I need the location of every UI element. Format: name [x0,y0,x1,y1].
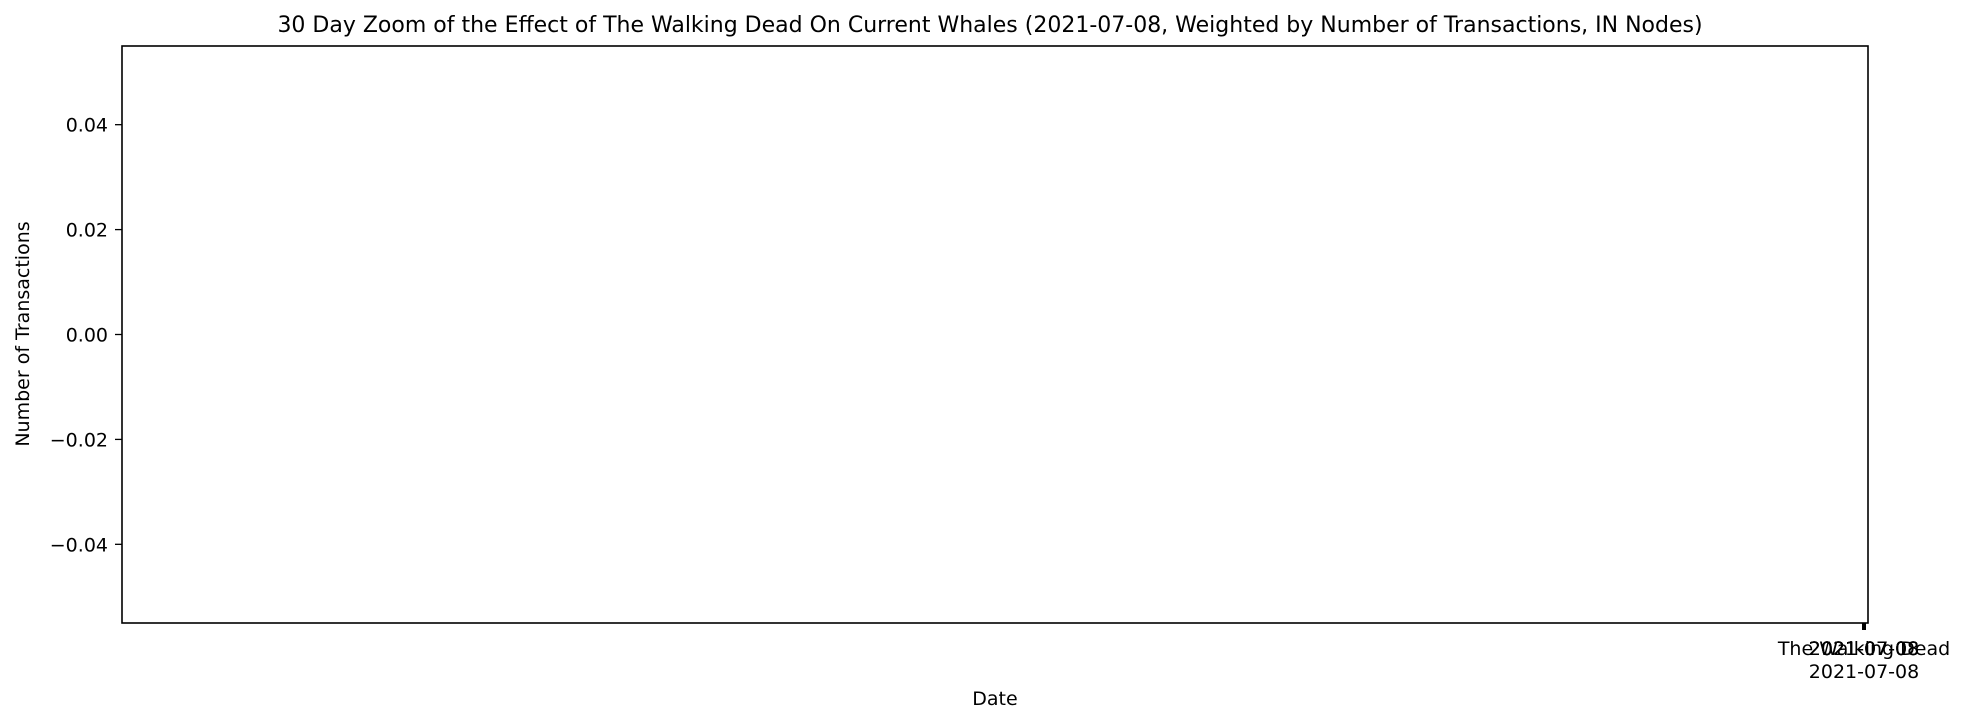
x-tick-label: 2021-07-08 [1809,638,1919,660]
x-tick-label: 2021-07-08 [1809,638,1919,660]
x-tick-label: The Walking Dead [1777,638,1950,660]
y-tick-label: −0.02 [50,429,108,451]
y-axis: 0.04 0.02 0.00 −0.02 −0.04 [50,115,122,556]
y-tick-label: 0.04 [66,115,108,137]
y-axis-label: Number of Transactions [12,221,34,446]
y-tick-label: −0.04 [50,534,108,556]
y-tick-label: 0.00 [66,325,108,347]
x-tick-label-date: 2021-07-08 [1809,661,1919,683]
y-tick-label: 0.02 [66,220,108,242]
chart-title: 30 Day Zoom of the Effect of The Walking… [277,13,1702,38]
x-tick-label: 2021-07-08 [1809,638,1919,660]
x-axis-label: Date [972,688,1017,710]
